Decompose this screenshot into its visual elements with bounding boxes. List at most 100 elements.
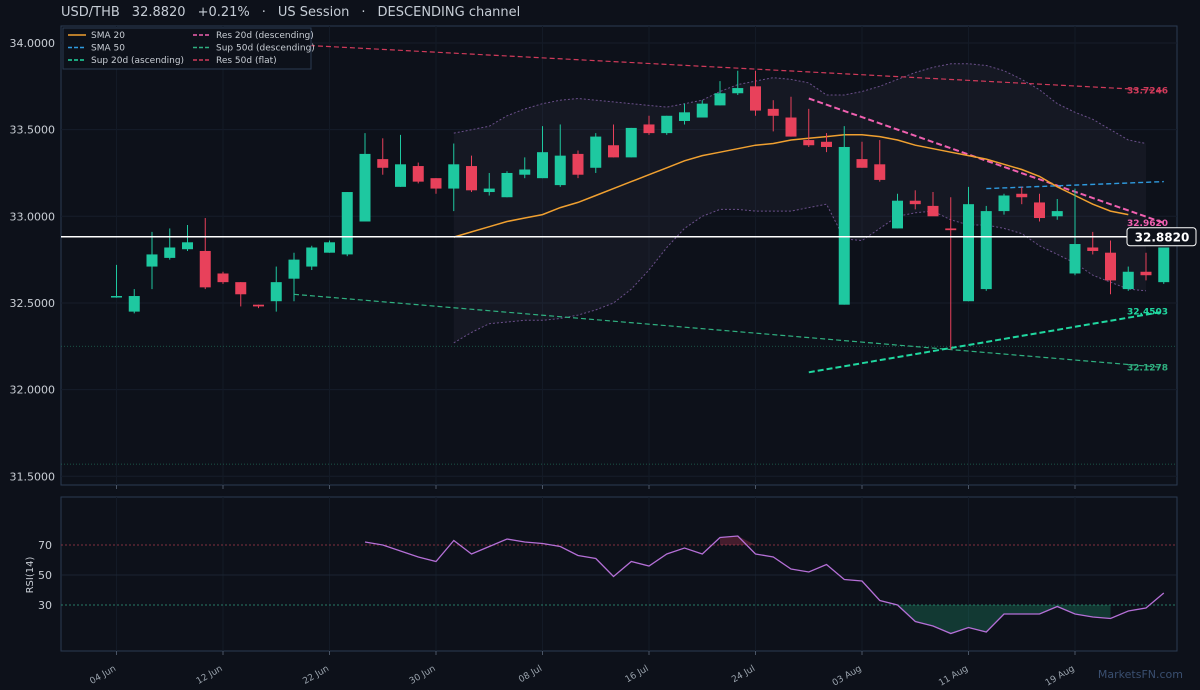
candle-body	[803, 140, 815, 146]
legend-label: Sup 20d (ascending)	[91, 56, 184, 66]
candle-body	[1105, 252, 1116, 281]
watermark: MarketsFN.com	[1097, 668, 1183, 681]
sup-20d-line	[808, 310, 1164, 374]
candle-body	[1122, 271, 1134, 290]
candle-body	[767, 108, 779, 116]
candle-body	[483, 188, 495, 193]
candle-body	[1051, 211, 1063, 217]
candle-body	[448, 164, 460, 189]
candle-body	[998, 195, 1010, 212]
candle-body	[821, 141, 832, 147]
candle-body	[785, 117, 797, 137]
candle-body	[324, 242, 335, 253]
legend-label: SMA 50	[91, 44, 125, 54]
x-tick-label: 24 Jul	[730, 664, 757, 685]
current-price: 32.8820	[131, 5, 186, 20]
symbol: USD/THB	[61, 5, 120, 20]
candle-body	[519, 169, 531, 175]
candle-body	[1016, 193, 1028, 198]
candle-body	[182, 242, 193, 250]
candle-body	[750, 86, 761, 111]
candle-body	[909, 200, 921, 205]
candle-body	[1158, 247, 1170, 283]
candle-body	[359, 153, 371, 222]
separator: ·	[261, 5, 266, 20]
candle-body	[1087, 247, 1099, 251]
candle-body	[341, 192, 353, 255]
legend-box	[62, 27, 312, 70]
sup-50d-line	[293, 293, 1164, 369]
current-price-badge	[1126, 227, 1197, 247]
candle-body	[696, 103, 708, 118]
candle-body	[430, 178, 442, 189]
price-tick-label: 33.0000	[10, 210, 56, 223]
candle-body	[572, 153, 584, 175]
candle-body	[554, 155, 566, 186]
candle-body	[590, 136, 602, 168]
candle-body	[128, 296, 140, 312]
candle-body	[679, 112, 690, 121]
x-tick-label: 03 Aug	[831, 664, 864, 689]
rsi-tick-label: 70	[38, 539, 52, 552]
legend-label: SMA 20	[91, 31, 125, 41]
res-50d-line	[293, 44, 1164, 92]
x-tick-label: 11 Aug	[937, 664, 970, 689]
candle-body	[466, 166, 477, 191]
bollinger-lower	[453, 203, 1147, 344]
candle-body	[306, 247, 318, 267]
price-change: +0.21%	[197, 5, 250, 20]
candle-body	[217, 273, 229, 283]
rsi-panel	[60, 496, 1178, 652]
candle-body	[235, 282, 247, 295]
x-tick-label: 12 Jun	[195, 664, 225, 687]
rsi-line	[364, 535, 1165, 635]
x-tick-label: 30 Jun	[408, 664, 438, 687]
candle-body	[927, 205, 939, 217]
level-label: 33.7246	[1127, 87, 1168, 97]
candle-body	[288, 259, 300, 279]
legend-label: Sup 50d (descending)	[216, 44, 315, 54]
candle-body	[111, 296, 122, 298]
candle-body	[199, 250, 211, 288]
candle-body	[395, 164, 406, 187]
legend: SMA 20 SMA 50 Sup 20d (ascending) Res 20d (…	[62, 27, 315, 70]
candle-body	[945, 228, 957, 231]
level-label: 32.1278	[1127, 363, 1168, 373]
price-tick-label: 31.5000	[10, 470, 56, 483]
channel-label: DESCENDING channel	[377, 5, 521, 20]
x-tick-label: 16 Jul	[624, 664, 651, 685]
current-price-badge-text: 32.8820	[1135, 231, 1190, 245]
candle-body	[714, 93, 726, 106]
candle-body	[980, 211, 992, 290]
rsi-overbought-fill	[720, 536, 756, 545]
candle-body	[412, 166, 424, 182]
candle-body	[625, 127, 637, 158]
separator: ·	[361, 5, 366, 20]
candle-body	[643, 124, 655, 134]
sma-20-line	[453, 134, 1129, 238]
candle-body	[146, 254, 158, 267]
candle-body	[537, 152, 548, 179]
candle-body	[1140, 271, 1152, 276]
candle-body	[253, 304, 264, 307]
legend-label: Res 50d (flat)	[216, 56, 277, 66]
x-tick-label: 19 Aug	[1044, 664, 1077, 689]
candle-body	[963, 204, 974, 302]
x-tick-label: 22 Jun	[301, 664, 331, 687]
chart-title: USD/THB 32.8820 +0.21% · US Session · DESCENDI…	[61, 5, 532, 20]
session-label: US Session	[277, 5, 350, 20]
candle-body	[270, 282, 282, 302]
rsi-oversold-fill	[897, 605, 1111, 634]
price-tick-label: 32.0000	[10, 384, 56, 397]
candle-body	[892, 200, 903, 229]
sma-50-line	[986, 180, 1164, 190]
candle-body	[661, 115, 673, 134]
rsi-axis-label: RSI(14)	[25, 557, 36, 594]
candle-body	[1034, 202, 1045, 219]
candle-body	[732, 88, 744, 94]
candle-body	[1069, 244, 1081, 274]
level-label: 32.9620	[1127, 219, 1168, 229]
price-tick-label: 32.5000	[10, 297, 56, 310]
candle-body	[856, 159, 868, 168]
